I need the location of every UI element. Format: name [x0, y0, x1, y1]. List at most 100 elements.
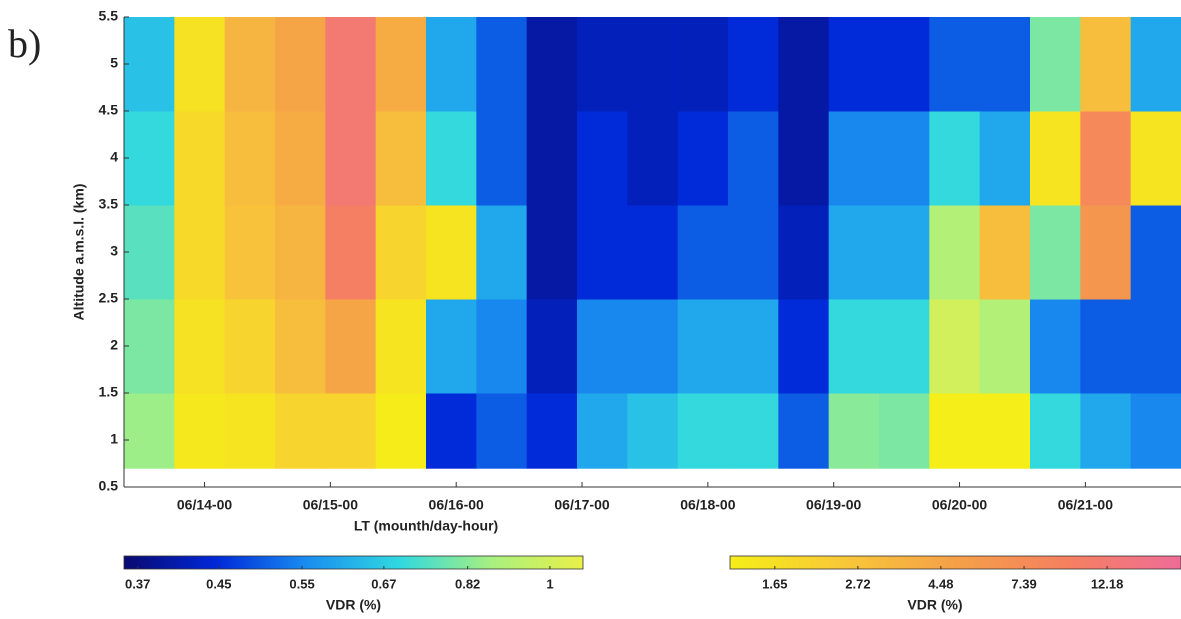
- colorbar-tick-label: 12.18: [1091, 576, 1124, 591]
- y-tick-label: 5: [110, 55, 118, 71]
- heatmap-cell: [275, 393, 326, 469]
- heatmap-cell: [325, 299, 377, 394]
- x-tick-label: 06/17-00: [554, 497, 609, 513]
- colorbar-tick-label: 0.37: [125, 576, 150, 591]
- heatmap-cell: [526, 393, 578, 469]
- colorbar-tick-label: 0.82: [455, 576, 480, 591]
- x-tick-label: 06/21-00: [1058, 497, 1113, 513]
- heatmap-cell: [979, 17, 1031, 112]
- heatmap-cell: [124, 17, 175, 112]
- colorbar-tick-label: 0.55: [289, 576, 314, 591]
- heatmap-cell: [879, 111, 930, 206]
- y-tick-label: 1.5: [99, 384, 119, 400]
- colorbar-tick-label: 4.48: [928, 576, 953, 591]
- heatmap-cell: [828, 17, 880, 112]
- heatmap-cell: [627, 111, 679, 206]
- heatmap-cell: [224, 299, 276, 394]
- x-tick-label: 06/16-00: [429, 497, 484, 513]
- heatmap-cell: [879, 205, 930, 300]
- colorbar-tick-label: 1: [546, 576, 553, 591]
- heatmap-cell: [1030, 299, 1081, 394]
- heatmap-cell: [275, 111, 326, 206]
- x-axis-label: LT (mounth/day-hour): [354, 518, 498, 534]
- y-tick-label: 2.5: [99, 290, 119, 306]
- colorbar-tick-label: 1.65: [762, 576, 787, 591]
- y-tick-label: 5.5: [99, 8, 119, 24]
- heatmap-cell: [627, 17, 679, 112]
- heatmap-cell: [1080, 205, 1132, 300]
- heatmap-cell: [476, 299, 528, 394]
- heatmap-cell: [325, 205, 377, 300]
- heatmap-cell: [124, 205, 175, 300]
- colorbar-tick-label: 0.67: [371, 576, 396, 591]
- heatmap-cell: [124, 111, 175, 206]
- colorbar-tick-label: 2.72: [845, 576, 870, 591]
- heatmap-cell: [778, 17, 830, 112]
- y-tick-label: 2: [110, 337, 118, 353]
- heatmap-cell: [375, 205, 427, 300]
- heatmap-cell: [577, 393, 628, 469]
- y-tick-label: 3: [110, 243, 118, 259]
- heatmap-cell: [1030, 393, 1081, 469]
- heatmap-cell: [778, 393, 830, 469]
- heatmap-cell: [1030, 17, 1081, 112]
- heatmap-cell: [979, 205, 1031, 300]
- heatmap-cell: [224, 393, 276, 469]
- heatmap-cell: [174, 111, 226, 206]
- heatmap-cell: [929, 111, 981, 206]
- colorbar-label: VDR (%): [326, 597, 381, 613]
- heatmap-cell: [375, 17, 427, 112]
- heatmap-cell: [879, 299, 930, 394]
- y-tick-label: 3.5: [99, 196, 119, 212]
- heatmap-cell: [879, 393, 930, 469]
- heatmap-cell: [526, 111, 578, 206]
- heatmap-cell: [224, 205, 276, 300]
- y-tick-label: 0.5: [99, 478, 119, 494]
- heatmap-cell: [677, 205, 729, 300]
- heatmap-cell: [577, 111, 628, 206]
- heatmap-cell: [1130, 111, 1181, 206]
- heatmap-cell: [1030, 111, 1081, 206]
- heatmap-cell: [577, 17, 628, 112]
- heatmap-cell: [426, 299, 477, 394]
- heatmap-cell: [879, 17, 930, 112]
- heatmap-cell: [929, 299, 981, 394]
- heatmap-cell: [728, 299, 779, 394]
- heatmap-cell: [1130, 17, 1181, 112]
- heatmap-cell: [627, 299, 679, 394]
- heatmap-cell: [1030, 205, 1081, 300]
- heatmap-cell: [174, 17, 226, 112]
- heatmap-cell: [828, 393, 880, 469]
- x-tick-label: 06/19-00: [806, 497, 861, 513]
- heatmap-cell: [728, 393, 779, 469]
- heatmap-cell: [778, 299, 830, 394]
- colorbar: [123, 555, 584, 570]
- heatmap-cell: [1080, 393, 1132, 469]
- heatmap-cell: [677, 393, 729, 469]
- heatmap-cell: [375, 299, 427, 394]
- heatmap-cell: [174, 205, 226, 300]
- heatmap-cell: [476, 111, 528, 206]
- heatmap-cell: [728, 17, 779, 112]
- heatmap-cell: [375, 111, 427, 206]
- heatmap-cell: [325, 17, 377, 112]
- y-tick-label: 4: [110, 149, 118, 165]
- heatmap-cell: [526, 17, 578, 112]
- heatmap-cell: [677, 299, 729, 394]
- colorbar: [729, 555, 1181, 570]
- heatmap-cell: [828, 299, 880, 394]
- heatmap-cell: [124, 393, 175, 469]
- heatmap-cell: [828, 111, 880, 206]
- y-tick-label: 1: [110, 431, 118, 447]
- heatmap-cell: [979, 393, 1031, 469]
- heatmap-cell: [728, 111, 779, 206]
- heatmap-cell: [979, 111, 1031, 206]
- heatmap-cell: [828, 205, 880, 300]
- heatmap-cell: [124, 299, 175, 394]
- heatmap-cell: [275, 205, 326, 300]
- x-tick-label: 06/18-00: [680, 497, 735, 513]
- heatmap-cell: [577, 205, 628, 300]
- heatmap-cell: [1130, 205, 1181, 300]
- heatmap-cell: [1130, 299, 1181, 394]
